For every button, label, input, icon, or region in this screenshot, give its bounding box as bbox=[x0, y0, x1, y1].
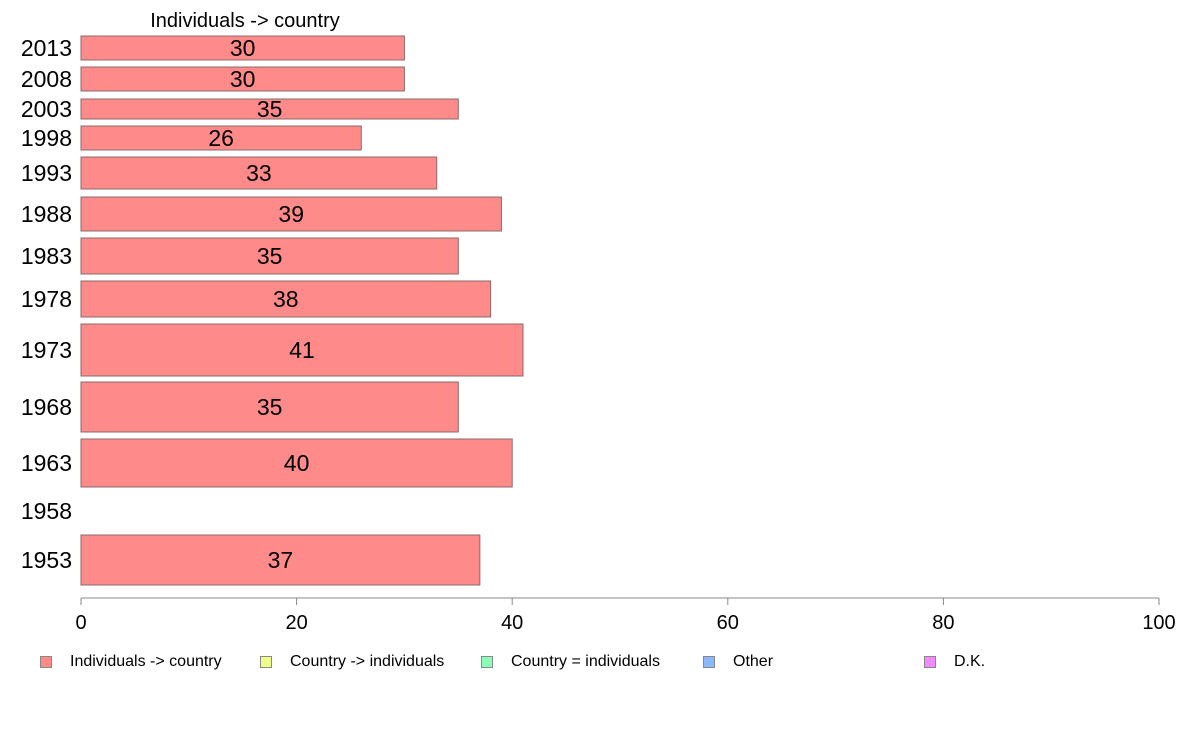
bar-1953 bbox=[80, 534, 481, 586]
data-label-1953: 37 bbox=[268, 547, 294, 573]
data-label-1988: 39 bbox=[278, 201, 304, 227]
x-tick-label-80: 80 bbox=[932, 612, 954, 634]
x-tick-label-20: 20 bbox=[285, 612, 307, 634]
category-label-2008: 2008 bbox=[21, 66, 72, 92]
category-label-1988: 1988 bbox=[21, 201, 72, 227]
legend-item-country-equals-individuals: Country = individuals bbox=[481, 652, 660, 672]
chart-title: Individuals -> country bbox=[150, 10, 340, 32]
bar-1998 bbox=[80, 125, 362, 151]
category-label-1953: 1953 bbox=[21, 547, 72, 573]
category-label-1958: 1958 bbox=[21, 498, 72, 524]
x-tick-label-100: 100 bbox=[1142, 612, 1175, 634]
data-label-1978: 38 bbox=[273, 286, 299, 312]
category-label-1993: 1993 bbox=[21, 160, 72, 186]
category-label-1963: 1963 bbox=[21, 450, 72, 476]
bar-1993 bbox=[80, 156, 438, 190]
category-label-2003: 2003 bbox=[21, 96, 72, 122]
x-axis: 0 20 40 60 80 100 bbox=[75, 597, 1176, 634]
data-label-1983: 35 bbox=[257, 243, 283, 269]
bar-1963 bbox=[80, 438, 513, 488]
bar-1983 bbox=[80, 237, 459, 275]
bar-2003 bbox=[80, 98, 459, 120]
x-tick-label-40: 40 bbox=[501, 612, 523, 634]
legend-swatch bbox=[260, 656, 272, 668]
category-labels: 2013 2008 2003 1998 1993 1988 1983 1978 1973 1968… bbox=[21, 35, 72, 573]
legend: Individuals -> country Country -> indivi… bbox=[40, 652, 1140, 672]
bar-1988 bbox=[80, 196, 502, 232]
category-label-1983: 1983 bbox=[21, 243, 72, 269]
legend-swatch bbox=[924, 656, 936, 668]
x-tick-label-0: 0 bbox=[75, 612, 86, 634]
legend-label: Individuals -> country bbox=[70, 653, 222, 670]
category-label-1968: 1968 bbox=[21, 394, 72, 420]
category-label-1978: 1978 bbox=[21, 286, 72, 312]
category-label-1998: 1998 bbox=[21, 125, 72, 151]
legend-item-other: Other bbox=[703, 652, 773, 672]
legend-item-dk: D.K. bbox=[924, 652, 985, 672]
data-label-1973: 41 bbox=[289, 337, 315, 363]
x-tick-label-60: 60 bbox=[717, 612, 739, 634]
data-label-2003: 35 bbox=[257, 96, 283, 122]
legend-label: Country -> individuals bbox=[290, 653, 445, 670]
legend-swatch bbox=[703, 656, 715, 668]
category-label-2013: 2013 bbox=[21, 35, 72, 61]
data-label-1993: 33 bbox=[246, 160, 272, 186]
legend-label: D.K. bbox=[954, 653, 986, 670]
data-label-1963: 40 bbox=[284, 450, 310, 476]
bar-1968 bbox=[80, 381, 459, 433]
legend-swatch bbox=[481, 656, 493, 668]
bar-2008 bbox=[80, 66, 405, 92]
bar-2013 bbox=[80, 35, 405, 61]
bar-1973 bbox=[80, 323, 524, 377]
data-label-1998: 26 bbox=[208, 125, 234, 151]
data-label-2008: 30 bbox=[230, 66, 256, 92]
legend-label: Country = individuals bbox=[511, 653, 660, 670]
data-label-1968: 35 bbox=[257, 394, 283, 420]
data-label-2013: 30 bbox=[230, 35, 256, 61]
legend-item-country-individuals: Country -> individuals bbox=[260, 652, 444, 672]
legend-item-individuals-country: Individuals -> country bbox=[40, 652, 222, 672]
legend-swatch bbox=[40, 656, 52, 668]
bar-chart: Individuals -> country 30303526333935384… bbox=[21, 10, 1176, 634]
legend-label: Other bbox=[733, 653, 774, 670]
bar-1978 bbox=[80, 280, 492, 318]
category-label-1973: 1973 bbox=[21, 337, 72, 363]
